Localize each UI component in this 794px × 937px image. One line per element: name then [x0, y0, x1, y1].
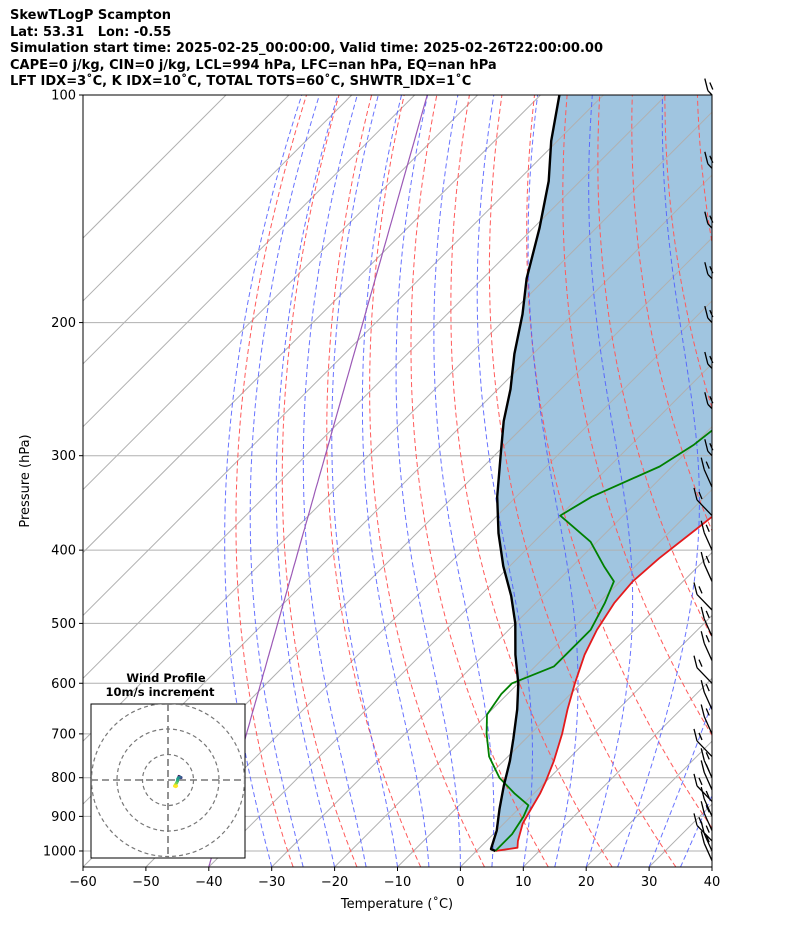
- dry-adiabat: [450, 95, 613, 867]
- wind-barb: [700, 831, 713, 861]
- hodograph-subtitle: 10m/s increment: [106, 685, 215, 699]
- moist-adiabat: [249, 95, 320, 867]
- isotherm--80: [83, 111, 712, 742]
- dewpoint-line: [485, 429, 712, 852]
- parcel-line: [489, 95, 561, 853]
- wind-barb: [700, 748, 713, 778]
- wind-barb: [693, 728, 713, 757]
- moist-adiabat: [711, 865, 712, 867]
- x-tick-label: 10: [515, 875, 532, 890]
- dry-adiabat: [488, 95, 677, 867]
- moist-adiabat: [275, 95, 339, 867]
- x-tick-label: 40: [704, 875, 721, 890]
- wind-barb: [704, 78, 714, 96]
- x-tick-label: −20: [321, 875, 348, 890]
- isotherm--130: [83, 95, 416, 428]
- wind-barb: [700, 680, 713, 710]
- y-tick-label: 800: [51, 771, 76, 786]
- chart-title-line-1: SkewTLogP Scampton: [10, 8, 172, 23]
- isotherm-10: [522, 677, 712, 867]
- x-tick-label: 30: [641, 875, 658, 890]
- chart-title-line-5: LFT IDX=3˚C, K IDX=10˚C, TOTAL TOTS=60˚C…: [10, 74, 472, 89]
- moist-adiabat: [331, 95, 398, 867]
- y-tick-label: 400: [51, 544, 76, 559]
- wind-barb: [700, 631, 713, 661]
- dry-adiabat: [526, 95, 712, 829]
- chart-title-line-2: Lat: 53.31 Lon: -0.55: [10, 24, 172, 40]
- y-tick-label: 300: [51, 449, 76, 464]
- wind-barb: [700, 520, 713, 551]
- dry-adiabat: [281, 95, 358, 867]
- y-tick-label: 200: [51, 316, 76, 331]
- wind-barb: [700, 801, 713, 831]
- y-axis-label: Pressure (hPa): [18, 434, 33, 527]
- isotherm--160: [83, 95, 227, 239]
- moist-adiabat: [433, 95, 495, 867]
- dry-adiabat: [326, 95, 422, 867]
- moist-adiabat: [302, 95, 367, 867]
- moist-adiabat: [361, 95, 430, 867]
- wind-barb: [700, 551, 713, 582]
- moist-adiabat: [224, 95, 303, 867]
- wind-barb: [693, 487, 713, 517]
- isotherm-40: [711, 866, 712, 867]
- x-tick-label: 20: [578, 875, 595, 890]
- wind-barb: [700, 457, 713, 488]
- isotherm--140: [83, 95, 353, 365]
- isotherm--100: [83, 95, 604, 617]
- isotherm--110: [83, 95, 541, 554]
- wind-barb: [700, 606, 713, 637]
- dry-adiabat: [410, 95, 549, 867]
- x-tick-label: −60: [69, 875, 96, 890]
- isotherm-0: [460, 614, 712, 867]
- hodograph-title: Wind Profile: [126, 671, 206, 685]
- moist-adiabat: [617, 95, 700, 867]
- y-tick-label: 1000: [43, 844, 76, 859]
- wind-barb: [700, 786, 713, 817]
- dry-adiabat: [562, 95, 712, 737]
- dry-adiabat: [369, 95, 485, 867]
- x-tick-label: −30: [258, 875, 285, 890]
- isotherm--50: [145, 300, 712, 867]
- moist-adiabat: [476, 95, 533, 867]
- y-tick-label: 100: [51, 89, 76, 104]
- x-axis-label: Temperature (˚C): [340, 896, 453, 912]
- isotherm--20: [334, 488, 712, 867]
- wind-barb: [700, 760, 713, 791]
- isotherm--90: [83, 95, 667, 680]
- moist-adiabat: [585, 95, 634, 867]
- dry-adiabat: [235, 95, 307, 867]
- y-tick-label: 700: [51, 727, 76, 742]
- moist-adiabat: [527, 95, 579, 867]
- dry-adiabat: [730, 95, 794, 867]
- x-tick-label: −10: [384, 875, 411, 890]
- moist-adiabat: [648, 701, 712, 867]
- temperature-line: [495, 515, 712, 852]
- wind-barb: [693, 773, 713, 802]
- wind-barb: [700, 704, 713, 735]
- dry-adiabat: [763, 95, 794, 867]
- isotherm--10: [397, 551, 712, 867]
- hodograph-trace: [174, 784, 179, 789]
- isotherm--30: [271, 425, 712, 867]
- cape-cin-shading: [491, 95, 712, 851]
- wind-barb: [700, 821, 713, 852]
- chart-title-line-3: Simulation start time: 2025-02-25_00:00:…: [10, 41, 603, 56]
- isotherm--120: [83, 95, 478, 491]
- x-tick-label: 0: [456, 875, 464, 890]
- chart-title-line-4: CAPE=0 j/kg, CIN=0 j/kg, LCL=994 hPa, LF…: [10, 57, 497, 73]
- y-tick-label: 900: [51, 810, 76, 825]
- wind-barb: [693, 582, 713, 611]
- x-tick-label: −40: [195, 875, 222, 890]
- y-tick-label: 600: [51, 677, 76, 692]
- moist-adiabat: [395, 95, 461, 867]
- dry-adiabat: [597, 95, 712, 639]
- isotherm--150: [83, 95, 290, 302]
- x-tick-label: −50: [132, 875, 159, 890]
- wind-barb: [693, 655, 713, 684]
- y-tick-label: 500: [51, 617, 76, 632]
